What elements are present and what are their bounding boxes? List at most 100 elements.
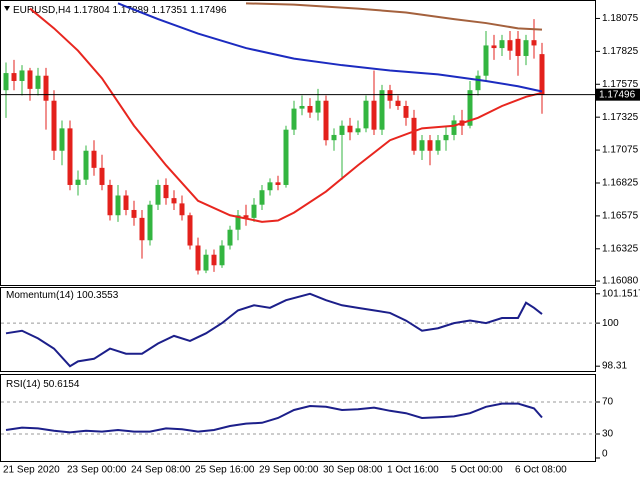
candle-body xyxy=(203,254,209,271)
candle-body xyxy=(243,215,249,218)
symbol: EURUSD,H4 xyxy=(13,5,71,16)
candle-body xyxy=(59,128,65,151)
x-tick-label: 21 Sep 2020 xyxy=(3,465,60,476)
price-label: 1.17496 xyxy=(599,89,636,100)
candle-body xyxy=(83,150,89,180)
y-tick-label: 100 xyxy=(602,318,619,329)
candle-body xyxy=(155,184,161,205)
candle-body xyxy=(331,134,337,141)
y-tick-label: 1.16575 xyxy=(602,211,639,222)
candle-body xyxy=(427,140,433,151)
indicator-line xyxy=(29,7,543,223)
rsi-title: RSI(14) 50.6154 xyxy=(6,379,80,390)
candle-body xyxy=(387,90,393,101)
y-tick-label: 1.16080 xyxy=(602,276,639,287)
momentum-panel xyxy=(0,287,596,372)
candle-body xyxy=(11,73,17,81)
x-tick-label: 1 Oct 16:00 xyxy=(387,465,439,476)
rsi-panel xyxy=(0,374,596,462)
indicator-line xyxy=(245,2,543,31)
candle-body xyxy=(267,182,273,191)
candle-body xyxy=(451,120,457,135)
open-value: 1.17804 xyxy=(74,5,111,16)
y-tick-label: 1.16825 xyxy=(602,178,639,189)
price-box xyxy=(596,88,640,101)
candle-body xyxy=(347,125,353,133)
candle-body xyxy=(283,129,289,185)
y-tick-label: 1.17575 xyxy=(602,79,639,90)
candle-body xyxy=(483,45,489,76)
candle-body xyxy=(27,70,33,89)
y-tick-label: 70 xyxy=(602,397,614,408)
candle-body xyxy=(491,45,497,49)
candle-body xyxy=(355,128,361,133)
indicator-name: Momentum(14) xyxy=(6,290,74,301)
candle-body xyxy=(179,203,185,216)
candle-body xyxy=(539,54,545,95)
candle-body xyxy=(379,90,385,130)
candle-body xyxy=(299,105,305,109)
candle-body xyxy=(19,70,25,81)
candle-body xyxy=(323,100,329,141)
candle-body xyxy=(395,100,401,106)
x-tick-label: 6 Oct 08:00 xyxy=(515,465,567,476)
candle-body xyxy=(171,198,177,204)
candle-body xyxy=(147,204,153,241)
candle-body xyxy=(131,209,137,218)
indicator-line xyxy=(5,292,543,368)
indicator-name: RSI(14) xyxy=(6,379,40,390)
y-tick-label: 1.16325 xyxy=(602,243,639,254)
candle-body xyxy=(499,40,505,49)
candle-body xyxy=(475,75,481,91)
candle-body xyxy=(187,215,193,246)
candle-body xyxy=(43,75,49,101)
candle-body xyxy=(443,134,449,141)
candle-body xyxy=(163,184,169,199)
candle-body xyxy=(435,140,441,151)
candle-body xyxy=(35,75,41,89)
candle-body xyxy=(515,38,521,56)
candle-body xyxy=(67,128,73,185)
candle-body xyxy=(419,140,425,151)
low-value: 1.17351 xyxy=(151,5,188,16)
indicator-line xyxy=(5,402,543,434)
candle-body xyxy=(139,217,145,241)
candle-body xyxy=(75,179,81,185)
candle-body xyxy=(507,40,513,51)
y-tick-label: 0 xyxy=(602,449,608,460)
candle-body xyxy=(115,195,121,216)
candle-body xyxy=(195,245,201,271)
candle-body xyxy=(403,105,409,118)
chart-title: EURUSD,H4 1.17804 1.17889 1.17351 1.1749… xyxy=(13,5,227,16)
candle-body xyxy=(3,73,9,91)
candle-body xyxy=(315,100,321,113)
y-tick-label: 1.17825 xyxy=(602,46,639,57)
candle-body xyxy=(531,40,537,46)
candle-body xyxy=(91,150,97,168)
momentum-title: Momentum(14) 100.3553 xyxy=(6,290,119,301)
y-tick-label: 101.1517 xyxy=(602,289,640,300)
high-value: 1.17889 xyxy=(113,5,150,16)
x-tick-label: 5 Oct 00:00 xyxy=(451,465,503,476)
candle-body xyxy=(291,108,297,130)
candle-body xyxy=(251,204,257,218)
candle-body xyxy=(123,195,129,210)
y-tick-label: 30 xyxy=(602,429,614,440)
candle-body xyxy=(219,245,225,266)
candle-body xyxy=(275,182,281,185)
y-tick-label: 98.31 xyxy=(602,361,627,372)
x-tick-label: 29 Sep 00:00 xyxy=(259,465,319,476)
candle-body xyxy=(339,125,345,135)
close-value: 1.17496 xyxy=(190,5,227,16)
x-tick-label: 24 Sep 08:00 xyxy=(131,465,191,476)
candle-body xyxy=(363,100,369,129)
y-tick-label: 1.17325 xyxy=(602,112,639,123)
candle-body xyxy=(211,254,217,266)
x-tick-label: 30 Sep 08:00 xyxy=(323,465,383,476)
indicator-value: 50.6154 xyxy=(43,379,80,390)
x-tick-label: 23 Sep 00:00 xyxy=(67,465,127,476)
candle-body xyxy=(467,90,473,126)
candle-body xyxy=(51,100,57,151)
indicator-value: 100.3553 xyxy=(77,290,119,301)
